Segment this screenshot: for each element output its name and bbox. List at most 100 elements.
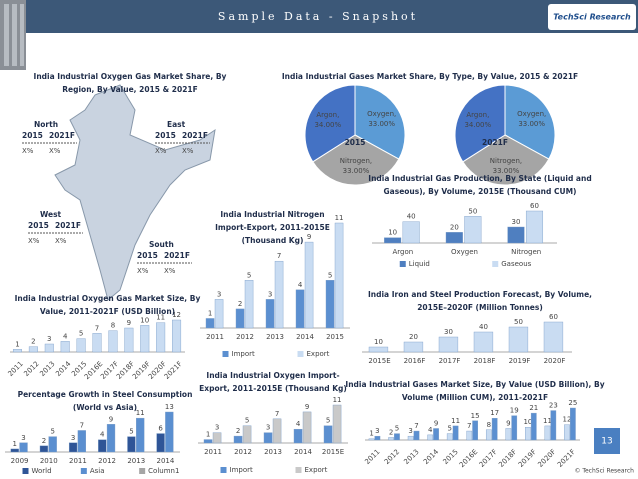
category-label: 2020F: [536, 448, 557, 469]
region-value: X%: [182, 147, 194, 155]
bar: [98, 439, 107, 453]
value-label: 10: [388, 229, 397, 237]
region-value: X%: [137, 267, 149, 275]
category-label: 2010: [40, 457, 58, 465]
bar: [407, 435, 414, 441]
value-label: 5: [50, 428, 54, 436]
bar: [564, 424, 570, 441]
value-label: 2: [389, 428, 393, 436]
pie-slice: [304, 84, 356, 163]
bar: [76, 338, 86, 353]
legend-swatch: [220, 467, 227, 473]
logo: TechSci Research: [553, 13, 631, 22]
legend-swatch: [222, 351, 229, 357]
chart-title: India Industrial Gases Market Share, By …: [281, 72, 579, 81]
category-label: 2015: [326, 333, 344, 341]
value-label: 7: [275, 410, 279, 418]
bar: [384, 237, 402, 244]
value-label: 1: [15, 340, 19, 348]
value-label: 19: [510, 407, 519, 415]
legend-swatch: [22, 468, 29, 474]
bar: [530, 412, 537, 441]
region-name: West: [40, 210, 62, 219]
chart-title: India Industrial Oxygen Gas Market Size,…: [14, 294, 201, 316]
value-label: 11: [156, 314, 165, 322]
value-label: 11: [333, 396, 342, 404]
category-label: 2014: [157, 457, 175, 465]
pie-slice: [312, 134, 400, 186]
category-label: 2012: [236, 333, 254, 341]
value-label: 3: [71, 434, 75, 442]
pie-slice: [454, 84, 506, 163]
value-label: 60: [530, 202, 539, 210]
value-label: 2: [238, 300, 242, 308]
value-label: 5: [245, 417, 249, 425]
bar: [127, 436, 136, 453]
value-label: 1: [369, 430, 373, 438]
value-label: 3: [47, 335, 51, 343]
legend-label: Column1: [148, 467, 179, 475]
slice-category: Oxygen,: [517, 110, 546, 118]
region-name: South: [149, 240, 174, 249]
value-label: 25: [568, 399, 577, 407]
value-label: 40: [479, 323, 488, 331]
bar: [332, 404, 342, 444]
bar: [446, 433, 453, 441]
value-label: 4: [63, 332, 68, 340]
bar: [68, 442, 78, 453]
bar: [302, 411, 312, 444]
chart-title: India Industrial Gases Market Size, By V…: [345, 380, 605, 402]
legend-label: Export: [307, 350, 330, 358]
value-label: 11: [543, 417, 552, 425]
value-label: 12: [563, 416, 572, 424]
value-label: 3: [21, 434, 25, 442]
bar: [165, 411, 174, 453]
bar: [235, 308, 245, 329]
category-label: 2012: [234, 448, 252, 456]
bar: [403, 341, 424, 353]
bar: [28, 346, 38, 353]
bar: [233, 435, 243, 444]
chart-title: India Industrial Nitrogen Import-Export,…: [215, 210, 330, 245]
category-label: 2013: [266, 333, 284, 341]
bar: [445, 232, 463, 244]
value-label: 3: [217, 290, 221, 298]
bar: [491, 418, 498, 441]
value-label: 6: [158, 425, 163, 433]
india-map: [54, 84, 216, 301]
bar: [60, 341, 70, 353]
bar: [136, 417, 145, 453]
category-label: Oxygen: [451, 248, 478, 256]
legend-swatch: [139, 468, 146, 474]
bar: [214, 299, 224, 329]
value-label: 9: [307, 233, 311, 241]
value-label: 1: [208, 309, 212, 317]
legend-label: Asia: [90, 467, 105, 475]
bar: [203, 439, 213, 444]
bar: [550, 410, 557, 441]
chart-title: India Industrial Gas Production, By Stat…: [368, 174, 592, 196]
slice-label: 33.00%: [343, 167, 370, 175]
category-label: 2017F: [478, 448, 499, 469]
bar: [212, 432, 222, 444]
region-value: X%: [28, 237, 40, 245]
category-label: 2017F: [439, 357, 461, 365]
bar: [438, 336, 459, 353]
bar: [388, 437, 394, 441]
bar: [108, 330, 118, 353]
value-label: 1: [206, 431, 210, 439]
region-year: 2015: [155, 131, 176, 140]
copyright: © TechSci Research: [574, 468, 634, 475]
region-year: 2021F: [55, 221, 81, 230]
value-label: 5: [247, 271, 251, 279]
region-year: 2015: [28, 221, 49, 230]
cylinder: [12, 4, 17, 66]
legend-label: Export: [305, 466, 328, 474]
region-value: X%: [49, 147, 61, 155]
value-label: 10: [523, 418, 532, 426]
bar: [473, 331, 494, 353]
region-year: 2015: [22, 131, 43, 140]
value-label: 3: [215, 424, 219, 432]
pie-center-label: 2015: [345, 138, 366, 147]
category-label: 2011: [7, 360, 25, 378]
